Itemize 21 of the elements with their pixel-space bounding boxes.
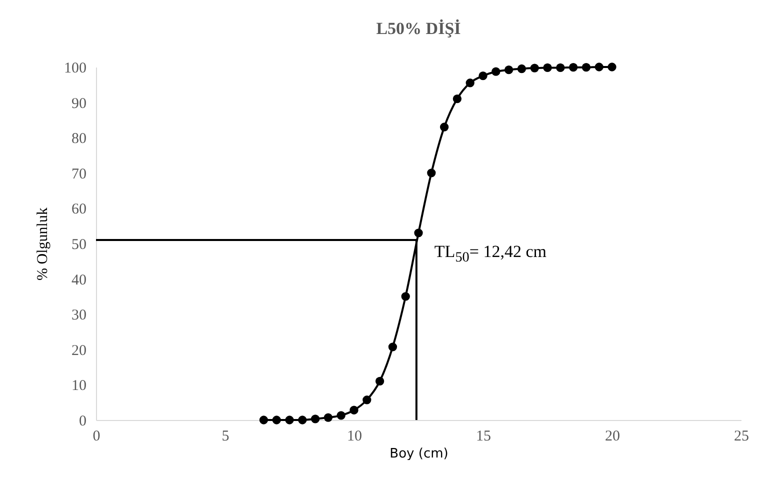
y-tick-label: 50	[72, 237, 86, 253]
x-tick-label: 5	[222, 428, 230, 444]
y-tick-label: 70	[72, 166, 86, 182]
y-tick-label: 20	[72, 342, 86, 359]
x-tick-label: 0	[92, 428, 100, 444]
y-axis-title: % Olgunluk	[35, 207, 51, 280]
y-tick-label: 30	[72, 308, 86, 324]
x-tick-label: 20	[605, 428, 620, 444]
x-tick-label: 10	[347, 428, 362, 444]
x-axis-title: Boy (cm)	[390, 446, 448, 462]
y-tick-label: 80	[72, 131, 86, 148]
y-tick-label: 100	[64, 60, 86, 76]
x-tick-label: 25	[734, 428, 749, 444]
y-tick-label: 0	[79, 414, 86, 430]
y-tick-label: 60	[72, 202, 86, 218]
chart-title: L50% DİŞİ	[376, 19, 462, 38]
y-tick-label: 40	[72, 272, 86, 288]
y-tick-label: 90	[72, 96, 86, 112]
x-tick-label: 15	[476, 428, 491, 444]
y-tick-label: 10	[72, 378, 86, 394]
annotation: TL$_{50}$= 12,42 cm	[434, 242, 546, 266]
